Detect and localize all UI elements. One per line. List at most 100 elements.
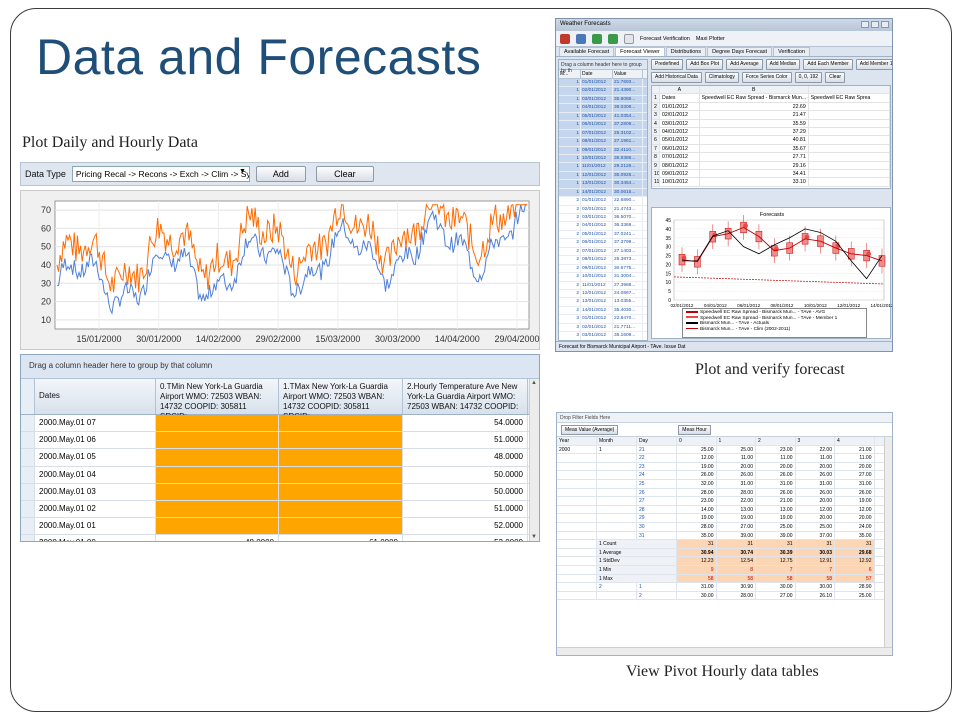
sheet-col-b[interactable]: B	[700, 86, 809, 94]
table-row[interactable]: 2000.May.01 0048.000061.000053.0000	[21, 535, 539, 541]
col-dates[interactable]: Dates	[35, 379, 156, 414]
sheet-cell[interactable]: Speedwell EC Raw Sprea	[809, 94, 890, 102]
hour-col-4[interactable]: 4	[835, 437, 875, 445]
list-item[interactable]: 1 08/01/2012 27.1961...	[559, 138, 647, 147]
row-selector[interactable]	[21, 415, 35, 432]
sheet-cell[interactable]	[809, 102, 890, 111]
tab-degree-days[interactable]: Degree Days Forecast	[707, 47, 773, 56]
cell-tmin[interactable]	[156, 500, 279, 518]
list-item[interactable]: 3 02/01/2012 21.7711...	[559, 323, 647, 333]
forecast-action-button[interactable]: Add Member 1	[855, 59, 892, 70]
sheet-cell[interactable]: 35.67	[700, 144, 809, 153]
list-item[interactable]: 1 07/01/2012 25.3102...	[559, 129, 647, 139]
sheet-cell[interactable]: 27.71	[700, 153, 809, 161]
tab-available-forecast[interactable]: Available Forecast	[559, 47, 615, 56]
sheet-cell[interactable]: 01/01/2012	[660, 102, 700, 111]
list-item[interactable]: 1 09/01/2012 32.4110...	[559, 146, 647, 155]
sheet-cell[interactable]	[809, 178, 890, 186]
pivot-day-cell[interactable]: 1	[637, 583, 677, 591]
cell-tmax[interactable]: 61.0000	[279, 535, 403, 541]
table-row[interactable]: 2000.May.01 05 48.0000	[21, 449, 539, 467]
sheet-col-c[interactable]	[809, 86, 890, 94]
ribbon-forecast-verification[interactable]: Forecast Verification	[640, 35, 690, 42]
forecast-action-button[interactable]: Add Average	[726, 59, 763, 70]
list-item[interactable]: 1 06/01/2012 37.2809...	[559, 121, 647, 130]
list-item[interactable]: 2 13/01/2012 13.0355...	[559, 298, 647, 307]
grid-scrollbar[interactable]: ▲ ▼	[529, 379, 539, 541]
cell-hourly-avg[interactable]: 53.0000	[403, 535, 528, 541]
list-item[interactable]: 1 03/01/2012 35.6088...	[559, 95, 647, 105]
cell-tmin[interactable]	[156, 432, 279, 449]
cell-tmax[interactable]	[279, 500, 403, 518]
column-field-chip[interactable]: Meas Hour	[678, 424, 711, 435]
list-item[interactable]: 2 11/01/2012 27.3988...	[559, 281, 647, 290]
cell-tmin[interactable]	[156, 518, 279, 535]
scroll-down-icon[interactable]: ▼	[531, 534, 537, 540]
sheet-cell[interactable]: 22.69	[700, 102, 809, 111]
pivot-vscroll[interactable]	[884, 437, 892, 647]
list-item[interactable]: 2 06/01/2012 37.3799...	[559, 239, 647, 248]
row-selector[interactable]	[21, 466, 35, 483]
list-item[interactable]: 2 09/01/2012 30.6775...	[559, 264, 647, 274]
sheet-cell[interactable]: Dates	[660, 94, 700, 102]
cell-tmax[interactable]	[279, 466, 403, 483]
row-field-month[interactable]: Month	[597, 437, 637, 445]
tab-forecast-viewer[interactable]: Forecast Viewer	[615, 47, 665, 56]
pivot-day-cell[interactable]: 22	[637, 454, 677, 462]
sheet-cell[interactable]: Speedwell EC Raw Spread - Bismarck Mun..…	[700, 94, 809, 102]
list-item[interactable]: 2 01/01/2012 22.6890...	[559, 197, 647, 206]
ribbon-maxi-plotter[interactable]: Maxi Plotter	[695, 35, 725, 42]
export-icon[interactable]	[592, 33, 602, 44]
sheet-cell[interactable]: 29.16	[700, 161, 809, 169]
list-item[interactable]: 1 01/01/2012 21.7693...	[559, 79, 647, 88]
table-row[interactable]: 2000.May.01 01 52.0000	[21, 518, 539, 536]
col-value[interactable]: Value	[613, 70, 643, 78]
sheet-cell[interactable]: 33.10	[700, 178, 809, 186]
list-item[interactable]: 2 08/01/2012 25.3873...	[559, 256, 647, 265]
data-type-select[interactable]: Pricing Recal -> Recons -> Exch -> Clim …	[71, 166, 250, 182]
row-field-day[interactable]: Day	[637, 437, 677, 445]
sheet-cell[interactable]: 35.59	[700, 119, 809, 127]
hour-col-3[interactable]: 3	[796, 437, 835, 445]
cell-date[interactable]: 2000.May.01 03	[35, 483, 156, 500]
pivot-day-cell[interactable]: 21	[637, 445, 677, 454]
list-item[interactable]: 2 10/01/2012 31.3004...	[559, 273, 647, 282]
list-item[interactable]: 1 10/01/2012 36.9386...	[559, 154, 647, 164]
cell-tmin[interactable]: 48.0000	[156, 535, 279, 541]
save-icon[interactable]	[576, 33, 586, 44]
list-item[interactable]: 2 05/01/2012 37.0241...	[559, 230, 647, 240]
pivot-day-cell[interactable]: 27	[637, 497, 677, 505]
cell-date[interactable]: 2000.May.01 02	[35, 500, 156, 518]
forecast-action-button[interactable]: Predefined	[651, 59, 684, 70]
row-selector[interactable]	[21, 535, 35, 541]
cell-date[interactable]: 2000.May.01 06	[35, 432, 156, 449]
cell-tmin[interactable]	[156, 483, 279, 500]
tab-verification[interactable]: Verification	[773, 47, 810, 56]
forecast-option-button[interactable]: Add Historical Data	[651, 72, 702, 83]
pivot-hscroll[interactable]	[557, 647, 892, 655]
table-row[interactable]: 2000.May.01 06 51.0000	[21, 432, 539, 450]
sheet-cell[interactable]	[809, 144, 890, 153]
cell-tmax[interactable]	[279, 415, 403, 432]
scroll-up-icon[interactable]: ▲	[531, 380, 537, 386]
cell-date[interactable]: 2000.May.01 04	[35, 466, 156, 483]
pivot-day-cell[interactable]: 28	[637, 505, 677, 514]
cell-date[interactable]: 2000.May.01 07	[35, 415, 156, 432]
list-item[interactable]: 2 07/01/2012 27.1403...	[559, 247, 647, 257]
forecast-option-button[interactable]: Climatology	[704, 72, 739, 83]
list-item[interactable]: 1 14/01/2012 30.0615...	[559, 188, 647, 198]
sheet-cell[interactable]	[809, 119, 890, 127]
pivot-day-cell[interactable]: 25	[637, 479, 677, 488]
sheet-cell[interactable]: 02/01/2012	[660, 111, 700, 119]
minimize-icon[interactable]	[861, 21, 869, 28]
sheet-cell[interactable]	[809, 136, 890, 144]
list-item[interactable]: 1 05/01/2012 41.0354...	[559, 112, 647, 122]
col-hourly-avg[interactable]: 2.Hourly Temperature Ave New York-La Gua…	[403, 379, 528, 414]
add-button[interactable]: Add	[255, 166, 306, 182]
sheet-cell[interactable]: 34.41	[700, 169, 809, 178]
cell-hourly-avg[interactable]: 50.0000	[403, 466, 528, 483]
sheet-cell[interactable]	[809, 111, 890, 119]
list-item[interactable]: 1 02/01/2012 21.4390...	[559, 87, 647, 96]
col-member[interactable]: M...	[559, 70, 581, 78]
forecast-option-button[interactable]: Force Series Color	[741, 72, 792, 83]
